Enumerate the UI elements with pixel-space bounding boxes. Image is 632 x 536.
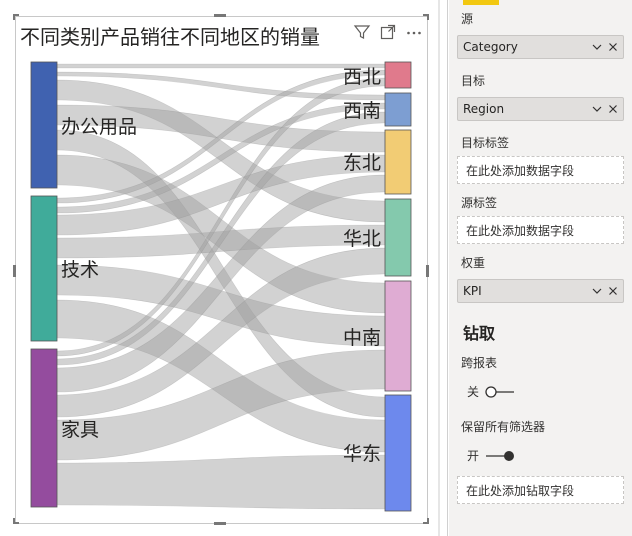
cross-report-toggle[interactable]: 关 (467, 383, 515, 400)
fields-pane: 源 Category 目标 Region 目标标签 在此处添加数据字段 源标签 … (449, 0, 632, 536)
resize-handle[interactable] (13, 518, 15, 524)
active-tab-indicator (463, 0, 499, 5)
drillthrough-heading: 钻取 (463, 324, 496, 343)
focus-mode-icon[interactable] (379, 23, 397, 41)
resize-handle[interactable] (423, 522, 429, 524)
source-label-drop-zone[interactable]: 在此处添加数据字段 (457, 216, 624, 244)
sankey-link-家具-华东[interactable] (56, 454, 386, 510)
target-node-label: 华东 (343, 443, 381, 465)
target-label-drop-zone[interactable]: 在此处添加数据字段 (457, 156, 624, 184)
resize-handle[interactable] (13, 14, 15, 20)
target-node-0[interactable] (384, 61, 412, 89)
toggle-off-icon[interactable] (485, 385, 515, 399)
weight-field-value: KPI (463, 284, 482, 298)
source-well-label: 源 (461, 12, 474, 26)
filter-icon[interactable] (353, 23, 371, 41)
resize-handle[interactable] (13, 265, 16, 277)
pane-gutter (440, 0, 449, 536)
keep-filters-state: 开 (467, 449, 480, 463)
cross-report-label: 跨报表 (461, 356, 498, 370)
source-node-1[interactable] (30, 195, 58, 342)
source-node-2[interactable] (30, 348, 58, 508)
source-field-well[interactable]: Category (457, 35, 624, 59)
target-node-3[interactable] (384, 198, 412, 277)
target-well-label: 目标 (461, 74, 486, 88)
source-node-label: 技术 (61, 259, 99, 281)
target-node-label: 中南 (343, 327, 381, 349)
cross-report-state: 关 (467, 385, 480, 399)
target-node-1[interactable] (384, 92, 412, 127)
source-label-well-label: 源标签 (461, 196, 498, 210)
target-node-label: 西南 (343, 100, 381, 122)
resize-handle[interactable] (214, 522, 226, 525)
resize-handle[interactable] (426, 265, 429, 277)
more-options-icon[interactable] (405, 23, 423, 41)
resize-handle[interactable] (423, 14, 429, 16)
source-node-0[interactable] (30, 61, 58, 189)
target-node-label: 西北 (343, 66, 381, 88)
source-node-label: 家具 (61, 419, 99, 441)
pane-divider[interactable] (438, 0, 440, 536)
resize-handle[interactable] (13, 14, 19, 16)
remove-field-icon[interactable] (607, 103, 619, 115)
weight-well-label: 权重 (461, 256, 486, 270)
target-label-well-label: 目标标签 (461, 136, 510, 150)
chevron-down-icon[interactable] (591, 285, 603, 297)
sankey-link-办公用品-西北[interactable] (56, 63, 386, 69)
resize-handle[interactable] (427, 518, 429, 524)
target-node-5[interactable] (384, 394, 412, 512)
toggle-on-icon[interactable] (485, 449, 515, 463)
report-canvas: 不同类别产品销往不同地区的销量 办公用品技术家具 西北西南东北华北中南华东 (13, 14, 429, 525)
target-node-label: 华北 (343, 228, 381, 250)
remove-field-icon[interactable] (607, 41, 619, 53)
target-node-label: 东北 (343, 152, 381, 174)
weight-field-well[interactable]: KPI (457, 279, 624, 303)
target-field-value: Region (463, 102, 505, 116)
resize-handle[interactable] (13, 522, 19, 524)
source-field-value: Category (463, 40, 518, 54)
resize-handle[interactable] (214, 14, 226, 17)
target-node-2[interactable] (384, 129, 412, 195)
source-node-label: 办公用品 (61, 116, 137, 138)
resize-handle[interactable] (427, 14, 429, 20)
remove-field-icon[interactable] (607, 285, 619, 297)
pane-gutter-line (447, 0, 448, 536)
keep-filters-label: 保留所有筛选器 (461, 420, 546, 434)
drillthrough-drop-zone[interactable]: 在此处添加钻取字段 (457, 476, 624, 504)
visual-header (353, 23, 423, 41)
visual-title: 不同类别产品销往不同地区的销量 (20, 25, 320, 49)
chevron-down-icon[interactable] (591, 103, 603, 115)
target-field-well[interactable]: Region (457, 97, 624, 121)
keep-filters-toggle[interactable]: 开 (467, 447, 515, 464)
chevron-down-icon[interactable] (591, 41, 603, 53)
target-node-4[interactable] (384, 280, 412, 392)
